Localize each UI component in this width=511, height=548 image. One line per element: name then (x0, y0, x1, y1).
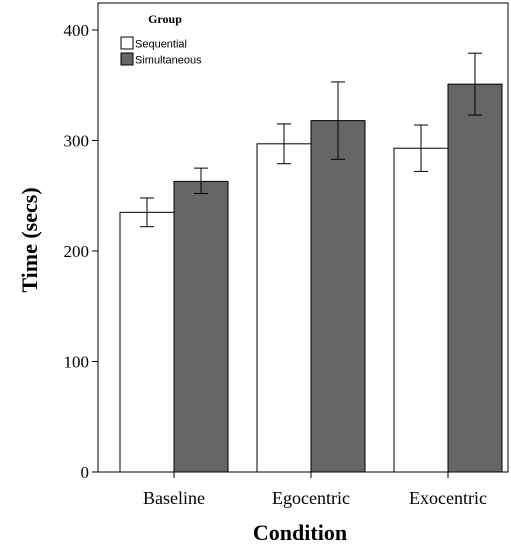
y-tick-label: 200 (64, 242, 90, 261)
bar-simultaneous-exocentric (447, 83, 503, 473)
legend: Group Sequential Simultaneous (120, 12, 202, 67)
x-tick-label: Baseline (143, 488, 205, 508)
error-bars-group (140, 52, 482, 228)
x-tick-label: Exocentric (409, 488, 487, 508)
bar-simultaneous-baseline (173, 180, 229, 473)
y-tick-label: 100 (64, 353, 90, 372)
bar-sequential-baseline (119, 211, 175, 473)
axes-group: Baseline Egocentric Exocentric 0 100 200 300 40… (64, 21, 487, 508)
bar-simultaneous-egocentric (310, 120, 366, 473)
bar-sequential-exocentric (393, 147, 449, 473)
legend-label-sequential: Sequential (135, 39, 187, 51)
legend-swatch-sequential (120, 36, 134, 50)
x-axis-label: Condition (253, 520, 347, 545)
y-tick-label: 300 (64, 132, 90, 151)
legend-label-simultaneous: Simultaneous (135, 55, 202, 67)
bars-group (119, 83, 503, 473)
y-tick-label: 0 (81, 463, 90, 482)
y-axis-label: Time (secs) (17, 187, 42, 292)
x-tick-label: Egocentric (272, 488, 350, 508)
legend-title: Group (148, 12, 182, 26)
bar-sequential-egocentric (256, 143, 312, 473)
y-tick-label: 400 (64, 21, 90, 40)
legend-swatch-simultaneous (120, 52, 134, 66)
